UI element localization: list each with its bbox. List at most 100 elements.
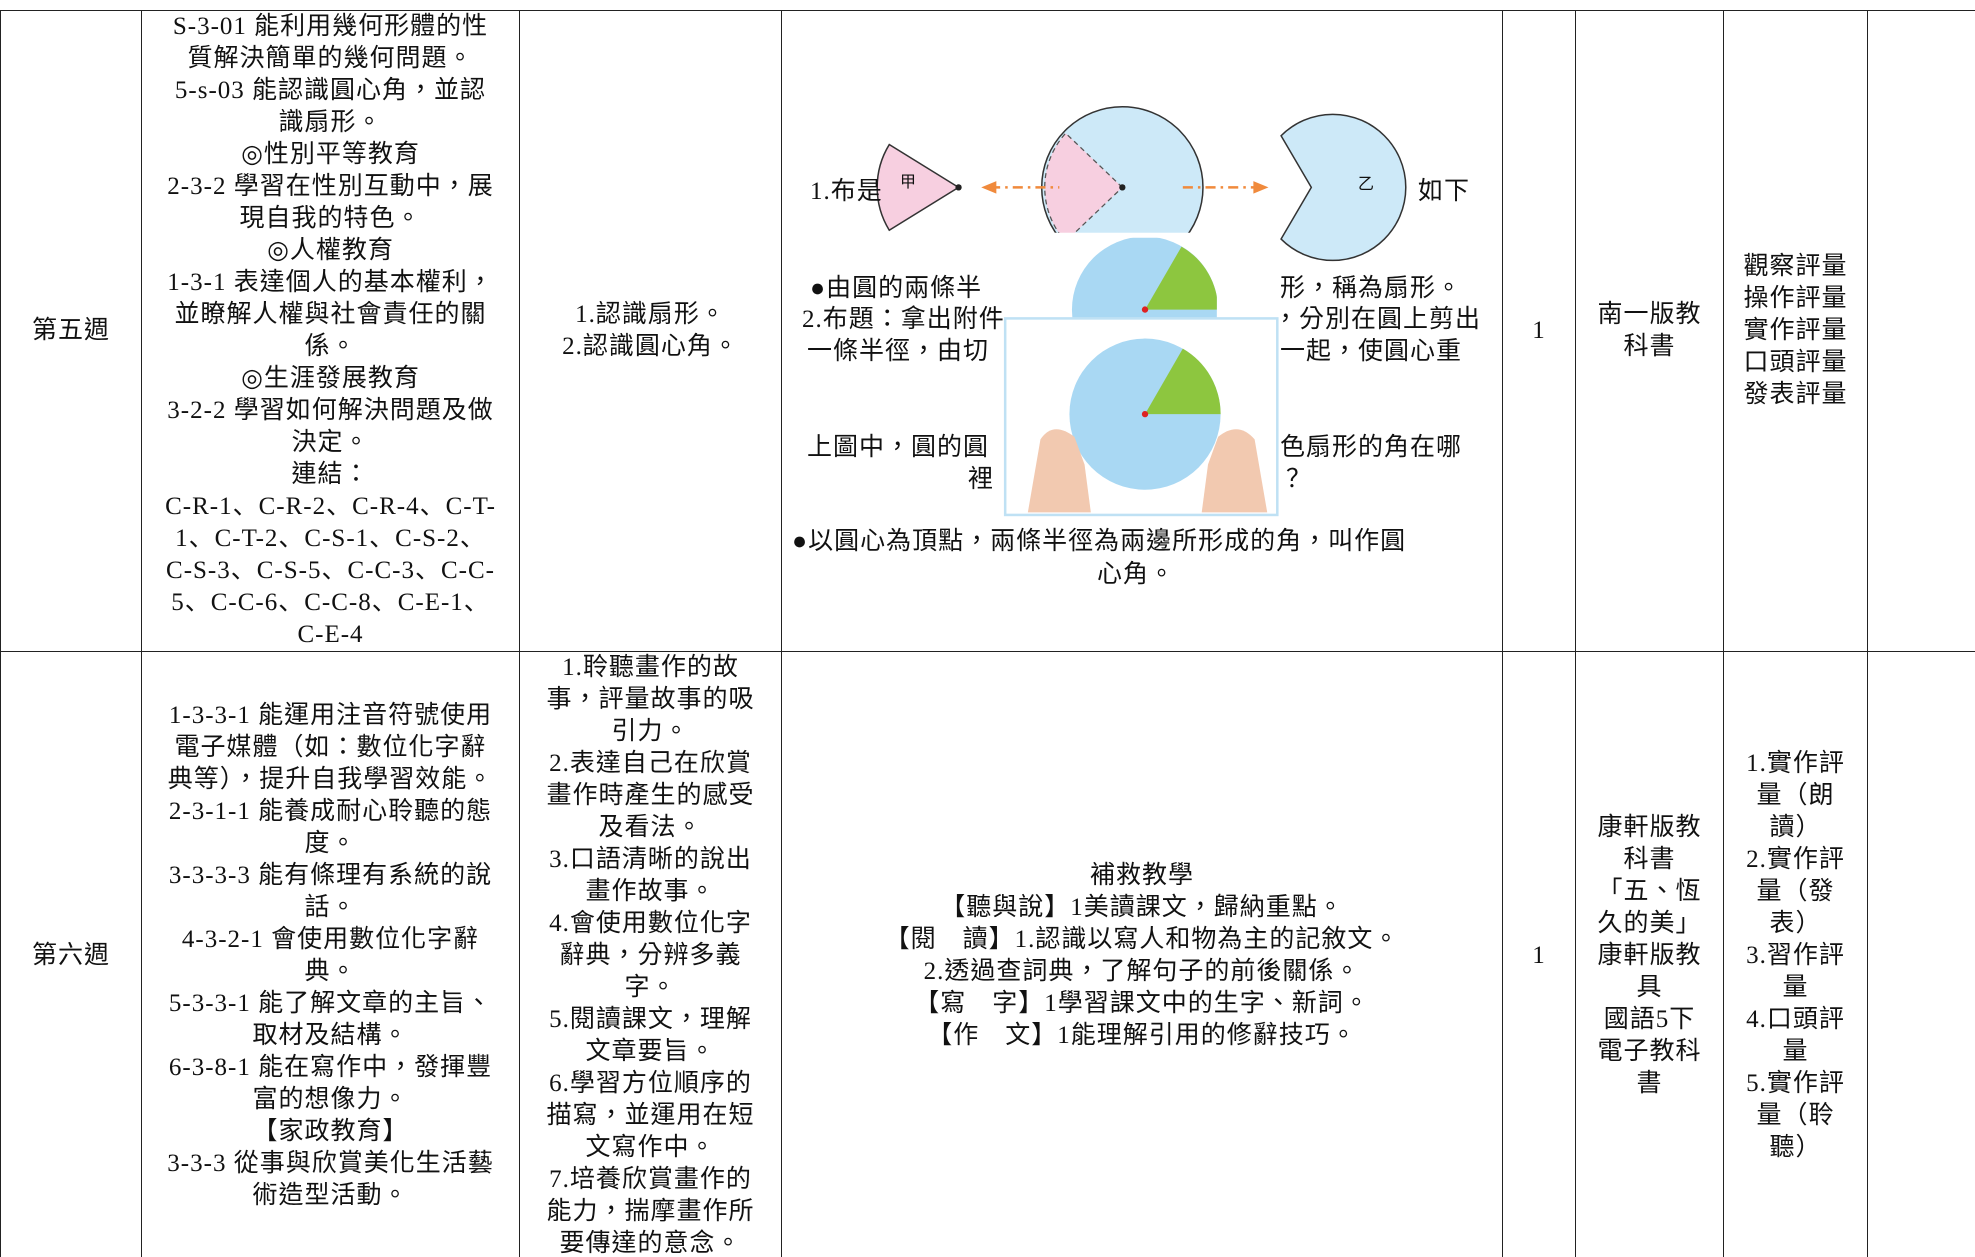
cell-line: 量 <box>1782 974 1809 1001</box>
cell-content <box>1869 12 1975 651</box>
cell-line: 1.實作評 <box>1746 750 1845 777</box>
table-cell: 1.實作評 量（朗 讀） 2.實作評 量（發 表） 3.習作評量 4.口頭評量 5.實作評 量（聆… <box>1723 651 1868 1257</box>
table-cell: 1.聆聽畫作的故 事，評量故事的吸 引力。 2.表達自己在欣賞 畫作時產生的感受 及看法。… <box>519 651 782 1257</box>
cell-line: 2.透過查詞典，了解句子的前後關係。 <box>923 958 1361 985</box>
cell-line: 畫作故事。 <box>585 878 716 905</box>
cell-line: 口頭評量 <box>1743 349 1848 376</box>
cell-line: 事，評量故事的吸 <box>546 686 755 713</box>
cell-line: ◎人權教育 <box>267 237 394 264</box>
table-cell: 南一版教 科書 <box>1575 10 1724 652</box>
cell-line: 久的美」 <box>1597 910 1702 937</box>
figure-text: 上圖中，圓的圓 <box>807 434 990 461</box>
cell-line: 1 <box>1532 317 1546 344</box>
cell-content: 1.聆聽畫作的故 事，評量故事的吸 引力。 2.表達自己在欣賞 畫作時產生的感受 及看法。… <box>521 653 781 1257</box>
cell-line: 「五、恆 <box>1597 878 1702 905</box>
table-cell: S-3-01 能利用幾何形體的性 質解決簡單的幾何問題。 5-s-03 能認識圓心角… <box>141 10 520 652</box>
cell-line: 1.認識扇形。 <box>575 301 726 328</box>
cell-line: 具 <box>1636 974 1663 1001</box>
cell-line: 書 <box>1636 1070 1663 1097</box>
cell-line: 決定。 <box>291 429 370 456</box>
cell-line: 【作 文】1能理解引用的修辭技巧。 <box>927 1022 1357 1049</box>
cell-line: 量（發 <box>1756 878 1835 905</box>
cell-line: 量（朗 <box>1756 782 1835 809</box>
cell-line: 量（聆 <box>1756 1102 1835 1129</box>
cell-line: C-E-4 <box>297 621 364 648</box>
figure-text: 乙 <box>1358 176 1376 193</box>
cell-line: 3-3-3-3 能有條理有系統的說 <box>168 862 493 889</box>
cell-line: 實作評量 <box>1743 317 1848 344</box>
table-cell: 1.認識扇形。 2.認識圓心角。 <box>519 10 782 652</box>
cell-line: 4.會使用數位化字 <box>549 910 752 937</box>
cell-line: 第五週 <box>31 317 110 344</box>
cell-line: 術造型活動。 <box>252 1182 409 1209</box>
cell-line: 典。 <box>304 958 357 985</box>
cell-line: 康軒版教 <box>1597 942 1702 969</box>
cell-line: 現自我的特色。 <box>239 205 422 232</box>
cell-line: 話。 <box>304 894 357 921</box>
cell-content: 觀察評量 操作評量 實作評量 口頭評量 發表評量 <box>1725 12 1867 651</box>
cell-content: 補救教學 【聽與說】1美讀課文，歸納重點。 【閱 讀】1.認識以寫人和物為主的記敘文… <box>783 653 1502 1257</box>
cell-line: 引力。 <box>611 718 690 745</box>
cell-line: ◎生涯發展教育 <box>241 365 420 392</box>
table-cell: 觀察評量 操作評量 實作評量 口頭評量 發表評量 <box>1723 10 1868 652</box>
cell-content: S-3-01 能利用幾何形體的性 質解決簡單的幾何問題。 5-s-03 能認識圓心角… <box>143 12 519 651</box>
cell-line: 質解決簡單的幾何問題。 <box>187 45 474 72</box>
cell-line: 5、C-C-6、C-C-8、C-E-1、 <box>171 589 490 616</box>
table-cell: 康軒版教 科書 「五、恆 久的美」 康軒版教具國語5下 電子教科書 <box>1575 651 1724 1257</box>
cell-content: 1 <box>1504 653 1575 1257</box>
cell-line: 係。 <box>304 333 357 360</box>
cell-line: C-S-3、C-S-5、C-C-3、C-C- <box>166 557 495 584</box>
cell-line: 科書 <box>1623 333 1676 360</box>
cell-line: 1 <box>1532 942 1546 969</box>
cell-line: 3.口語清晰的說出 <box>549 846 752 873</box>
cell-line: 電子媒體（如：數位化字辭 <box>174 734 487 761</box>
cell-line: 3.習作評 <box>1746 942 1845 969</box>
table-cell: 補救教學 【聽與說】1美讀課文，歸納重點。 【閱 讀】1.認識以寫人和物為主的記敘文… <box>781 651 1503 1257</box>
cell-line: 補救教學 <box>1089 862 1194 889</box>
table-row: 第五週 S-3-01 能利用幾何形體的性 質解決簡單的幾何問題。 5-s-03 能認識… <box>0 10 1975 652</box>
cell-content: 康軒版教 科書 「五、恆 久的美」 康軒版教具國語5下 電子教科書 <box>1577 653 1723 1257</box>
figure-text: 如下 <box>1418 178 1471 205</box>
figure-text: 甲 <box>900 174 918 191</box>
cell-line: 科書 <box>1623 846 1676 873</box>
cell-line: 文章要旨。 <box>585 1038 716 1065</box>
cell-line: 要傳達的意念。 <box>559 1230 742 1257</box>
cell-line: S-3-01 能利用幾何形體的性 <box>172 13 489 40</box>
figure-text: ，分別在圓上剪出 <box>1273 306 1482 333</box>
figure-cell: 1.布是 如下 甲 乙 ●由圓的兩條半 形，稱為扇形。 2.布題：拿出附件 ，分別在圓上剪出一… <box>783 12 1502 651</box>
figure-text: 一條半徑，由切 <box>807 338 990 365</box>
cell-line: 南一版教 <box>1597 301 1702 328</box>
cell-line: 表） <box>1769 910 1822 937</box>
sector-illustration <box>876 105 1407 517</box>
figure-text: ？ <box>1286 466 1313 493</box>
figure-text: 一起，使圓心重 <box>1280 338 1463 365</box>
cell-content: 第五週 <box>2 12 141 651</box>
figure-text: 裡 <box>968 466 995 493</box>
cell-line: 描寫，並運用在短 <box>546 1102 755 1129</box>
cell-content: 1.認識扇形。 2.認識圓心角。 <box>521 12 781 651</box>
cell-line: 【閱 讀】1.認識以寫人和物為主的記敘文。 <box>884 926 1400 953</box>
table-row: 第六週 1-3-3-1 能運用注音符號使用 電子媒體（如：數位化字辭 典等），提升自我… <box>0 651 1975 1257</box>
cell-content: 1 <box>1504 12 1575 651</box>
cell-line: 5-s-03 能認識圓心角，並認 <box>174 77 487 104</box>
cell-content <box>1869 653 1975 1257</box>
cell-line: 1-3-1 表達個人的基本權利， <box>167 269 494 296</box>
lesson-plan-table: 第五週 S-3-01 能利用幾何形體的性 質解決簡單的幾何問題。 5-s-03 能認識… <box>0 10 1975 1257</box>
cell-line: 識扇形。 <box>278 109 383 136</box>
cell-line: 4.口頭評 <box>1746 1006 1845 1033</box>
cell-line: C-R-1、C-R-2、C-R-4、C-T- <box>165 493 496 520</box>
table-cell <box>1867 10 1975 652</box>
cell-line: 聽） <box>1769 1134 1822 1161</box>
cell-line: 3-2-2 學習如何解決問題及做 <box>167 397 494 424</box>
cell-line: 國語5下 <box>1603 1006 1696 1033</box>
table-body: 第五週 S-3-01 能利用幾何形體的性 質解決簡單的幾何問題。 5-s-03 能認識… <box>0 10 1975 1257</box>
cell-line: 度。 <box>304 830 357 857</box>
table-cell: 第五週 <box>0 10 142 652</box>
figure-text: 2.布題：拿出附件 <box>802 306 1005 333</box>
cell-line: 2.表達自己在欣賞 <box>549 750 752 777</box>
cell-line: 【寫 字】1學習課文中的生字、新詞。 <box>914 990 1370 1017</box>
figure-text: ●以圓心為頂點，兩條半徑為兩邊所形成的角，叫作圓 <box>792 528 1407 555</box>
cell-line: 畫作時產生的感受 <box>546 782 755 809</box>
cell-line: 6.學習方位順序的 <box>549 1070 752 1097</box>
cell-line: 能力，揣摩畫作所 <box>546 1198 755 1225</box>
